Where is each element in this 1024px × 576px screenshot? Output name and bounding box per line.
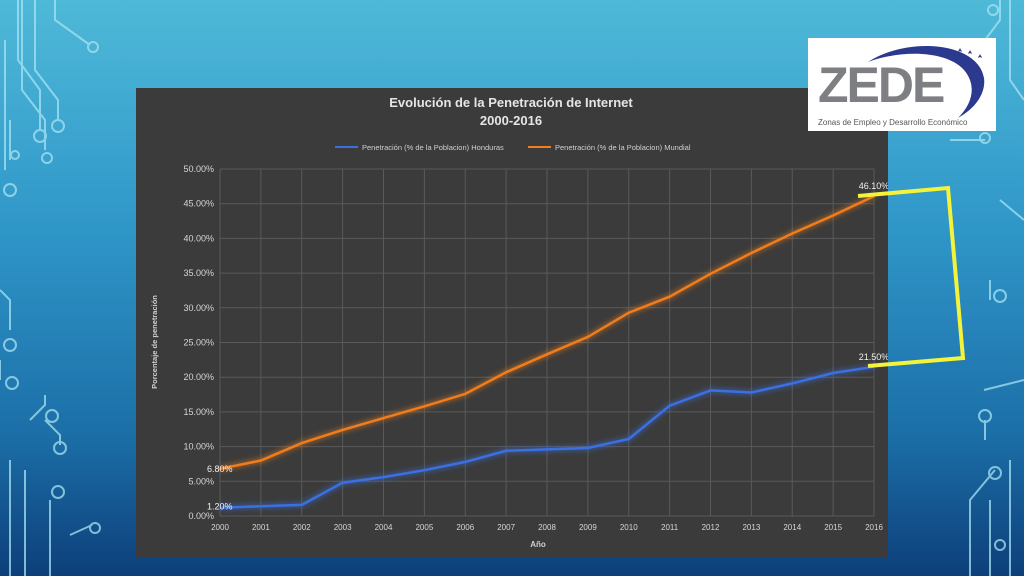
y-tick-label: 0.00%	[188, 511, 214, 521]
y-axis-label: Porcentaje de penetración	[150, 295, 159, 389]
point-honduras	[383, 476, 385, 478]
logo-subtitle: Zonas de Empleo y Desarrollo Económico	[818, 118, 967, 127]
point-mundial	[832, 215, 834, 217]
y-tick-label: 5.00%	[188, 476, 214, 486]
gridlines	[220, 169, 874, 516]
legend-label-honduras: Penetración (% de la Poblacion) Honduras	[362, 143, 504, 152]
legend-label-mundial: Penetración (% de la Poblacion) Mundial	[555, 143, 691, 152]
point-honduras	[587, 447, 589, 449]
y-tick-label: 50.00%	[183, 164, 214, 174]
x-tick-label: 2004	[375, 523, 393, 532]
x-tick-label: 2001	[252, 523, 270, 532]
chart-subtitle: 2000-2016	[480, 113, 542, 128]
x-tick-label: 2008	[538, 523, 556, 532]
x-tick-label: 2009	[579, 523, 597, 532]
point-honduras	[628, 438, 630, 440]
point-mundial	[383, 417, 385, 419]
point-mundial	[669, 296, 671, 298]
point-mundial	[301, 442, 303, 444]
point-honduras	[424, 469, 426, 471]
x-tick-label: 2000	[211, 523, 229, 532]
point-mundial	[464, 393, 466, 395]
x-tick-label: 2016	[865, 523, 883, 532]
point-honduras	[710, 390, 712, 392]
data-label: 21.50%	[859, 352, 888, 362]
y-tick-label: 35.00%	[183, 268, 214, 278]
point-honduras	[791, 383, 793, 385]
point-mundial	[587, 336, 589, 338]
point-honduras	[301, 504, 303, 506]
line-chart: Evolución de la Penetración de Internet …	[136, 88, 888, 558]
point-honduras	[260, 505, 262, 507]
point-mundial	[873, 195, 875, 197]
point-mundial	[505, 372, 507, 374]
y-tick-label: 40.00%	[183, 233, 214, 243]
x-tick-label: 2013	[742, 523, 760, 532]
point-honduras	[669, 405, 671, 407]
data-label: 46.10%	[859, 181, 888, 191]
data-label: 6.80%	[207, 464, 233, 474]
y-tick-label: 45.00%	[183, 199, 214, 209]
x-axis-label: Año	[530, 540, 546, 549]
point-honduras	[464, 461, 466, 463]
x-tick-label: 2012	[702, 523, 720, 532]
point-honduras	[832, 372, 834, 374]
zede-logo: ZEDE Zonas de Empleo y Desarrollo Económ…	[808, 38, 996, 131]
y-tick-label: 30.00%	[183, 303, 214, 313]
x-tick-label: 2007	[497, 523, 515, 532]
x-tick-label: 2005	[415, 523, 433, 532]
x-tick-label: 2011	[661, 523, 679, 532]
legend: Penetración (% de la Poblacion) Honduras…	[335, 143, 691, 152]
logo-wordmark: ZEDE	[818, 60, 943, 110]
point-mundial	[710, 273, 712, 275]
point-honduras	[342, 482, 344, 484]
x-tick-label: 2006	[456, 523, 474, 532]
point-honduras	[505, 450, 507, 452]
point-mundial	[424, 406, 426, 408]
point-mundial	[751, 252, 753, 254]
point-mundial	[342, 429, 344, 431]
chart-title: Evolución de la Penetración de Internet	[389, 95, 633, 110]
x-tick-label: 2015	[824, 523, 842, 532]
point-mundial	[791, 233, 793, 235]
x-tick-label: 2002	[293, 523, 311, 532]
x-tick-label: 2003	[334, 523, 352, 532]
point-mundial	[546, 353, 548, 355]
point-honduras	[546, 449, 548, 451]
y-tick-label: 20.00%	[183, 372, 214, 382]
x-tick-label: 2014	[783, 523, 801, 532]
point-mundial	[260, 460, 262, 462]
point-honduras	[873, 366, 875, 368]
point-honduras	[751, 392, 753, 394]
y-tick-label: 15.00%	[183, 407, 214, 417]
point-mundial	[628, 312, 630, 314]
data-label: 1.20%	[207, 502, 233, 512]
y-tick-label: 25.00%	[183, 338, 214, 348]
x-tick-label: 2010	[620, 523, 638, 532]
chart-panel: Evolución de la Penetración de Internet …	[136, 88, 888, 558]
y-tick-label: 10.00%	[183, 442, 214, 452]
x-axis-ticks: 2000 2001 2002 2003 2004 2005 2006 2007 2008 2009…	[211, 523, 883, 532]
